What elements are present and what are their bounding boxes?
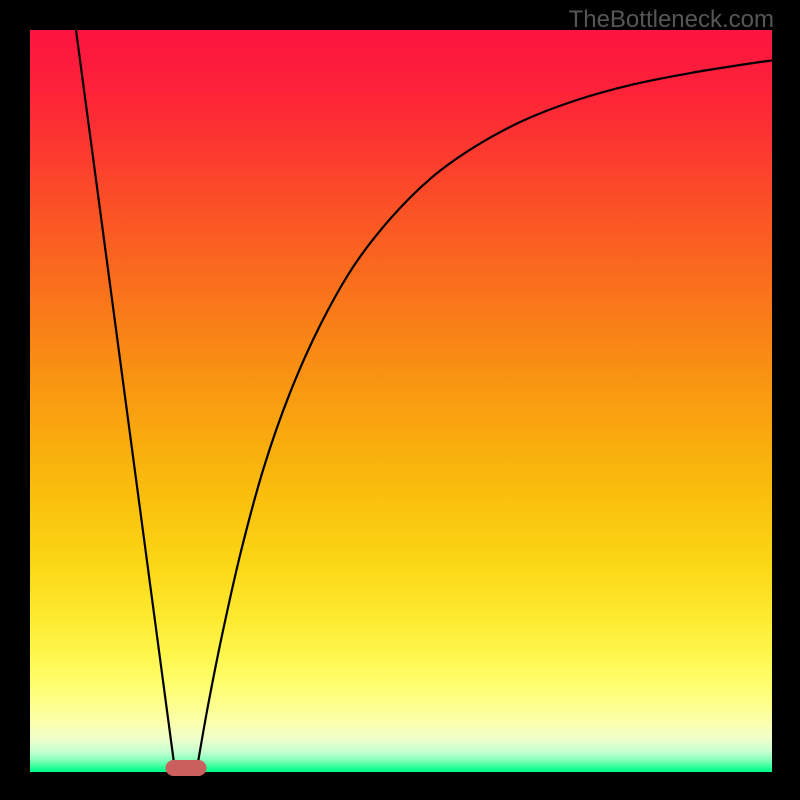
plot-area	[30, 30, 772, 772]
chart-container: TheBottleneck.com	[0, 0, 800, 800]
curves-svg	[30, 30, 772, 772]
bottleneck-marker	[165, 760, 206, 776]
watermark-text: TheBottleneck.com	[569, 6, 774, 34]
